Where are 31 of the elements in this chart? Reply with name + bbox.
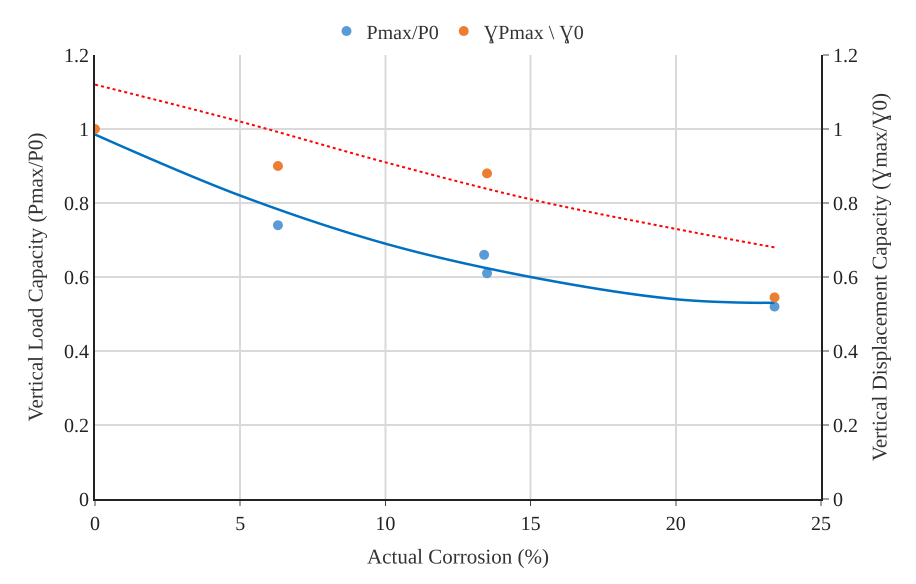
point — [479, 250, 490, 260]
y-tick-label: 1 — [79, 119, 89, 141]
y2-tick-label: 0 — [833, 489, 843, 511]
x-tick-label: 20 — [666, 513, 686, 535]
y2-tick-label: 0.6 — [833, 267, 858, 289]
y-tick-label: 0 — [79, 489, 89, 511]
x-tick-label: 10 — [375, 513, 396, 535]
y-tick-label: 0.2 — [64, 415, 89, 437]
point — [272, 220, 283, 230]
x-tick-label: 5 — [235, 513, 246, 535]
x-tick-label: 25 — [811, 513, 831, 535]
x-tick-label: 15 — [520, 513, 541, 535]
y-tick-label: 0.8 — [64, 193, 89, 215]
legend-label: ƔPmax \ Ɣ0 — [484, 22, 584, 44]
y-tick-label: 0.6 — [64, 267, 89, 289]
point — [482, 168, 492, 178]
y-axis-title: Vertical Load Capacity (Pmax/P0) — [24, 132, 48, 422]
point — [482, 268, 492, 278]
y-tick-label: 0.4 — [64, 341, 89, 363]
y2-tick-label: 1 — [833, 119, 843, 141]
y2-tick-label: 0.2 — [833, 415, 858, 437]
y2-tick-label: 1.2 — [833, 45, 858, 67]
point — [770, 292, 780, 302]
line-series — [95, 84, 776, 248]
y-tick-label: 1.2 — [64, 45, 89, 67]
legend-label: Pmax/P0 — [366, 22, 439, 44]
point — [272, 161, 283, 171]
y2-axis-title: Vertical Displacement Capacity (Ɣmax/Ɣ0) — [868, 93, 892, 461]
y2-tick-label: 0.8 — [833, 193, 858, 215]
y2-tick-label: 0.4 — [833, 341, 858, 363]
x-axis-title: Actual Corrosion (%) — [367, 544, 549, 569]
